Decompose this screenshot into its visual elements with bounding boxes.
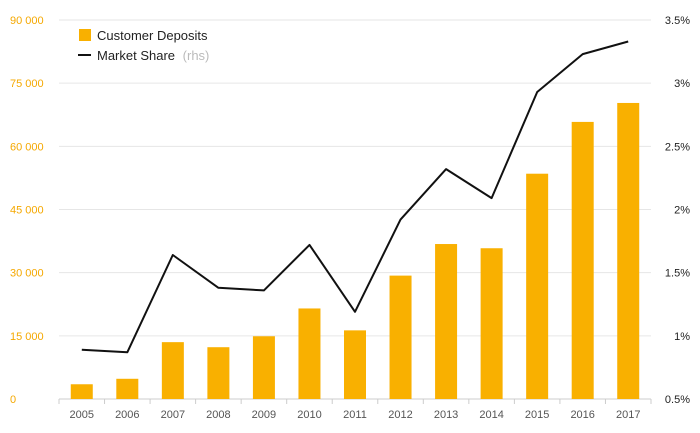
legend-label-market-share: Market Share <box>97 48 175 63</box>
market-share-line-group <box>81 40 629 354</box>
y-left-tick-label: 30 000 <box>10 268 44 280</box>
x-tick-label: 2011 <box>343 409 367 421</box>
y-left-tick-label: 15 000 <box>10 331 44 343</box>
x-tick-label: 2012 <box>388 409 412 421</box>
deposit-bars <box>70 102 640 400</box>
x-tick-label: 2008 <box>206 409 230 421</box>
legend-swatch-deposits <box>79 29 91 41</box>
gridlines <box>58 19 652 404</box>
legend-label-rhs-note: (rhs) <box>183 48 210 63</box>
bar-2017 <box>617 102 640 399</box>
x-tick-label: 2013 <box>434 409 458 421</box>
y-right-tick-label: 1.5% <box>665 268 690 280</box>
market-share-line <box>81 40 629 354</box>
bar-2016 <box>571 121 594 400</box>
y-right-tick-label: 0.5% <box>665 394 690 406</box>
bar-2005 <box>70 384 93 399</box>
x-tick-label: 2014 <box>479 409 503 421</box>
legend: Customer Deposits Market Share (rhs) <box>78 28 209 63</box>
y-right-tick-label: 2% <box>674 205 690 217</box>
bar-2010 <box>298 308 321 399</box>
x-tick-label: 2017 <box>616 409 640 421</box>
y-left-tick-label: 45 000 <box>10 205 44 217</box>
y-left-tick-label: 60 000 <box>10 141 44 153</box>
bar-2006 <box>116 378 139 399</box>
bar-2008 <box>207 347 230 399</box>
bar-2007 <box>161 342 184 399</box>
left-axis: 0 15 000 30 000 45 000 60 000 75 000 90 000 <box>10 15 44 406</box>
y-left-tick-label: 0 <box>10 394 16 406</box>
legend-label-deposits: Customer Deposits <box>97 28 208 43</box>
x-tick-label: 2009 <box>252 409 276 421</box>
x-tick-label: 2006 <box>115 409 139 421</box>
bar-2015 <box>526 173 549 399</box>
y-right-tick-label: 3.5% <box>665 15 690 27</box>
y-right-tick-label: 3% <box>674 78 690 90</box>
y-right-tick-label: 1% <box>674 331 690 343</box>
bar-2011 <box>344 330 366 399</box>
bar-2014 <box>480 248 503 399</box>
svg-text:Market Share (rhs): Market Share (rhs) <box>97 48 209 63</box>
right-axis: 0.5% 1% 1.5% 2% 2.5% 3% 3.5% <box>665 15 690 406</box>
y-right-tick-label: 2.5% <box>665 141 690 153</box>
x-tick-label: 2016 <box>570 409 594 421</box>
x-tick-label: 2010 <box>297 409 321 421</box>
x-axis: 2005 2006 2007 2008 2009 2010 2011 2012 2013 2014… <box>70 409 641 421</box>
x-tick-label: 2015 <box>525 409 549 421</box>
bar-2012 <box>389 275 412 399</box>
y-left-tick-label: 90 000 <box>10 15 44 27</box>
bar-2013 <box>435 244 458 399</box>
x-tick-label: 2007 <box>161 409 185 421</box>
y-left-tick-label: 75 000 <box>10 78 44 90</box>
bar-2009 <box>252 336 275 399</box>
x-tick-label: 2005 <box>70 409 94 421</box>
